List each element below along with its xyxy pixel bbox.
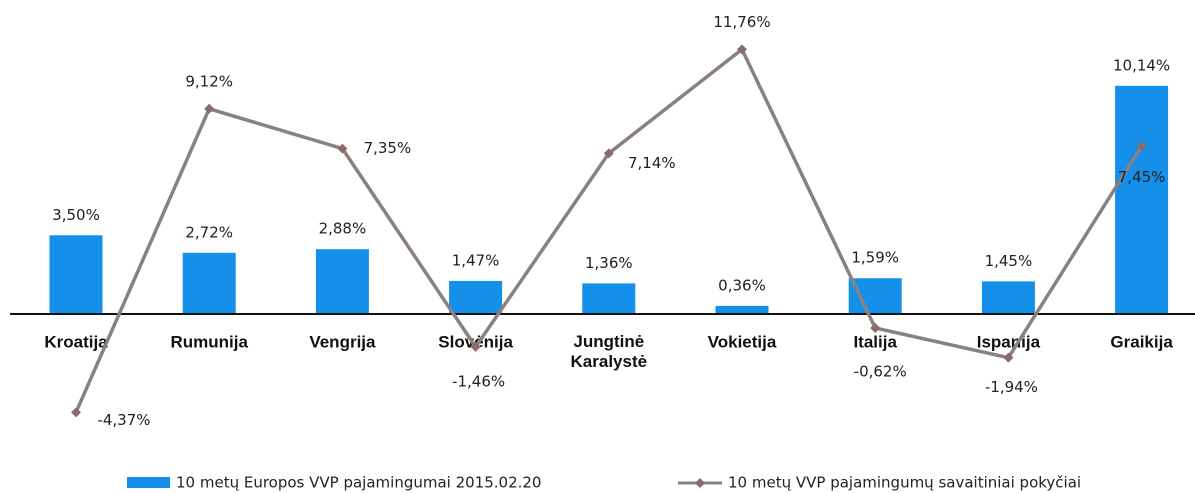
line-value-label: 7,14% [628, 154, 676, 172]
bar-value-label: 2,72% [185, 223, 233, 241]
legend-swatch [127, 477, 170, 488]
line-value-label: 9,12% [185, 72, 233, 90]
legend-swatch [695, 478, 705, 488]
bar [315, 249, 369, 314]
line-value-label: -1,94% [985, 378, 1038, 396]
x-tick-label: Vengrija [309, 332, 376, 351]
x-tick-label: Vokietija [708, 332, 777, 351]
line-marker [737, 44, 747, 55]
legend-label: 10 metų VVP pajamingumų savaitiniai poky… [728, 474, 1081, 492]
line-marker [1003, 352, 1014, 363]
bar [715, 305, 769, 314]
bar [582, 283, 636, 314]
bar [848, 278, 902, 314]
bar-value-label: 1,47% [452, 251, 500, 269]
line-marker [1136, 141, 1147, 152]
bar-value-label: 10,14% [1113, 56, 1170, 74]
x-tick-label: Graikija [1110, 332, 1173, 351]
line-marker [603, 148, 614, 159]
line-value-label: 11,76% [713, 13, 770, 31]
x-tick-label: Jungtinė Karalystė [571, 332, 648, 371]
x-tick-label: Italija [853, 332, 897, 351]
bar [49, 235, 103, 314]
bar-value-label: 3,50% [52, 206, 100, 224]
line-marker [337, 143, 348, 154]
bar [182, 252, 236, 314]
line-marker [71, 407, 81, 418]
line-marker [470, 341, 481, 352]
x-tick-label: Slovėnija [438, 332, 513, 351]
bar-value-label: 1,59% [851, 249, 899, 267]
line-value-label: 7,35% [364, 139, 412, 157]
bar [449, 280, 503, 314]
bar-value-label: 0,36% [718, 276, 766, 294]
bar [1115, 85, 1169, 314]
line-value-label: -1,46% [452, 372, 505, 390]
x-tick-label: Ispanija [977, 332, 1041, 351]
x-tick-label: Rumunija [170, 332, 248, 351]
line-marker [870, 322, 881, 333]
legend-label: 10 metų Europos VVP pajamingumai 2015.02… [176, 474, 541, 492]
x-tick-label: Kroatija [44, 332, 108, 351]
line-marker [204, 103, 215, 114]
line-value-label: 7,45% [1118, 168, 1166, 186]
bar-value-label: 1,45% [985, 252, 1033, 270]
line-value-label: -4,37% [97, 411, 150, 429]
bar-value-label: 2,88% [319, 220, 367, 238]
line-value-label: -0,62% [854, 362, 907, 380]
bar-value-label: 1,36% [585, 254, 633, 272]
bar [981, 281, 1035, 314]
